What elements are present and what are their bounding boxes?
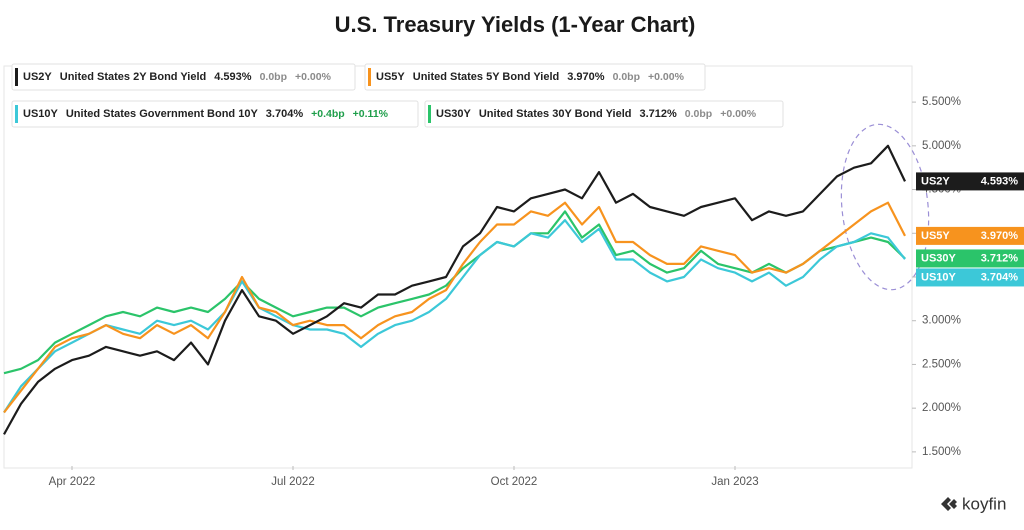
end-label-box <box>916 249 1024 268</box>
y-tick-label: 2.500% <box>922 358 961 370</box>
legend-change-pct: +0.00% <box>295 71 332 83</box>
end-label: US30Y 3.712% <box>916 249 1024 268</box>
legend-change-pct: +0.00% <box>720 108 757 120</box>
legend-value: 3.704% <box>266 108 304 120</box>
legend-change-pct: +0.11% <box>353 108 389 120</box>
end-label-name: US10Y <box>921 271 957 283</box>
legend-swatch <box>15 68 18 86</box>
brand: koyfin <box>941 494 1006 513</box>
legend-swatch <box>428 105 431 123</box>
end-label-value: 3.704% <box>981 271 1019 283</box>
series-line <box>3 219 906 414</box>
y-tick-label: 1.500% <box>922 446 961 458</box>
legend-box <box>11 63 356 91</box>
highlight-ellipse <box>840 123 930 291</box>
end-label-value: 3.970% <box>981 230 1019 242</box>
legend-description: United States 30Y Bond Yield <box>479 108 632 120</box>
x-tick-label: Jul 2022 <box>271 476 314 488</box>
end-label: US2Y 4.593% <box>916 172 1024 191</box>
legend-entry[interactable]: US2Y United States 2Y Bond Yield 4.593% 0.0… <box>11 63 356 91</box>
legend-swatch <box>368 68 371 86</box>
end-label-box <box>916 268 1024 287</box>
legend-name: US2Y <box>23 71 52 83</box>
legend-value: 3.712% <box>639 108 677 120</box>
legend-entry[interactable]: US5Y United States 5Y Bond Yield 3.970% 0.0… <box>364 63 706 91</box>
brand-name: koyfin <box>962 494 1006 513</box>
legend-change-pct: +0.00% <box>648 71 685 83</box>
series-line <box>3 201 906 414</box>
end-label-name: US5Y <box>921 230 950 242</box>
end-label-box <box>916 172 1024 191</box>
y-tick-label: 3.000% <box>922 315 961 327</box>
y-tick-label: 2.000% <box>922 402 961 414</box>
end-label-name: US2Y <box>921 175 950 187</box>
legend-swatch <box>15 105 18 123</box>
x-tick-label: Apr 2022 <box>49 476 96 488</box>
legend-name: US10Y <box>23 108 59 120</box>
legend-box <box>364 63 706 91</box>
legend-box <box>11 100 419 128</box>
legend-change-bp: 0.0bp <box>685 108 712 120</box>
legend-description: United States 2Y Bond Yield <box>60 71 207 83</box>
legend-description: United States 5Y Bond Yield <box>413 71 560 83</box>
legend-change-bp: 0.0bp <box>260 71 287 83</box>
end-label-value: 3.712% <box>981 252 1019 264</box>
series-line <box>3 144 906 435</box>
legend-box <box>424 100 784 128</box>
brand-logo <box>941 497 957 511</box>
end-label-value: 4.593% <box>981 175 1019 187</box>
legend-name: US5Y <box>376 71 405 83</box>
legend-entry[interactable]: US10Y United States Government Bond 10Y 3.… <box>11 100 419 128</box>
legend-value: 4.593% <box>214 71 252 83</box>
legend-value: 3.970% <box>567 71 605 83</box>
end-label-box <box>916 226 1024 245</box>
legend-entry[interactable]: US30Y United States 30Y Bond Yield 3.712% 0… <box>424 100 784 128</box>
x-tick-label: Oct 2022 <box>491 476 538 488</box>
end-label: US5Y 3.970% <box>916 226 1024 245</box>
y-tick-label: 5.000% <box>922 140 961 152</box>
x-tick-label: Jan 2023 <box>711 476 758 488</box>
chart-title: U.S. Treasury Yields (1-Year Chart) <box>335 12 696 37</box>
legend-change-bp: +0.4bp <box>311 108 345 120</box>
end-label: US10Y 3.704% <box>916 268 1024 287</box>
legend-description: United States Government Bond 10Y <box>66 108 259 120</box>
legend-name: US30Y <box>436 108 472 120</box>
y-tick-label: 5.500% <box>922 96 961 108</box>
legend-change-bp: 0.0bp <box>613 71 640 83</box>
end-label-name: US30Y <box>921 252 957 264</box>
